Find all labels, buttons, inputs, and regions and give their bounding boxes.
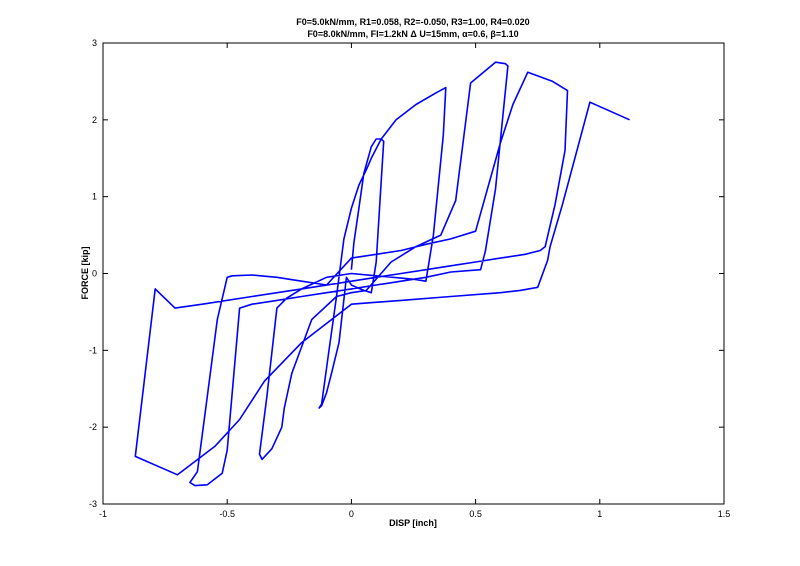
y-axis-ticks: -3 -2 -1 0 1 2 3 — [89, 38, 724, 509]
y-tick-label: 2 — [92, 115, 97, 125]
x-tick-label: 1.5 — [718, 509, 731, 519]
series-line — [134, 61, 630, 487]
x-tick-label: 0.5 — [469, 509, 482, 519]
chart-title-line-2: F0=8.0kN/mm, FI=1.2kN Δ U=15mm, α=0.6, β… — [307, 29, 518, 39]
y-tick-label: 1 — [92, 192, 97, 202]
y-tick-label: -2 — [89, 422, 97, 432]
x-tick-label: 1 — [597, 509, 602, 519]
y-tick-label: -3 — [89, 499, 97, 509]
x-axis-label: DISP [inch] — [389, 518, 437, 528]
y-axis-label: FORCE [kip] — [80, 246, 90, 299]
x-axis-ticks: -1 -0.5 0 0.5 1 1.5 — [99, 43, 730, 519]
x-tick-label: -0.5 — [219, 509, 235, 519]
y-tick-label: 3 — [92, 38, 97, 48]
x-tick-label: -1 — [99, 509, 107, 519]
x-tick-label: 0 — [349, 509, 354, 519]
chart-title-line-1: F0=5.0kN/mm, R1=0.058, R2=-0.050, R3=1.0… — [296, 17, 529, 27]
y-tick-label: 0 — [92, 269, 97, 279]
y-tick-label: -1 — [89, 345, 97, 355]
